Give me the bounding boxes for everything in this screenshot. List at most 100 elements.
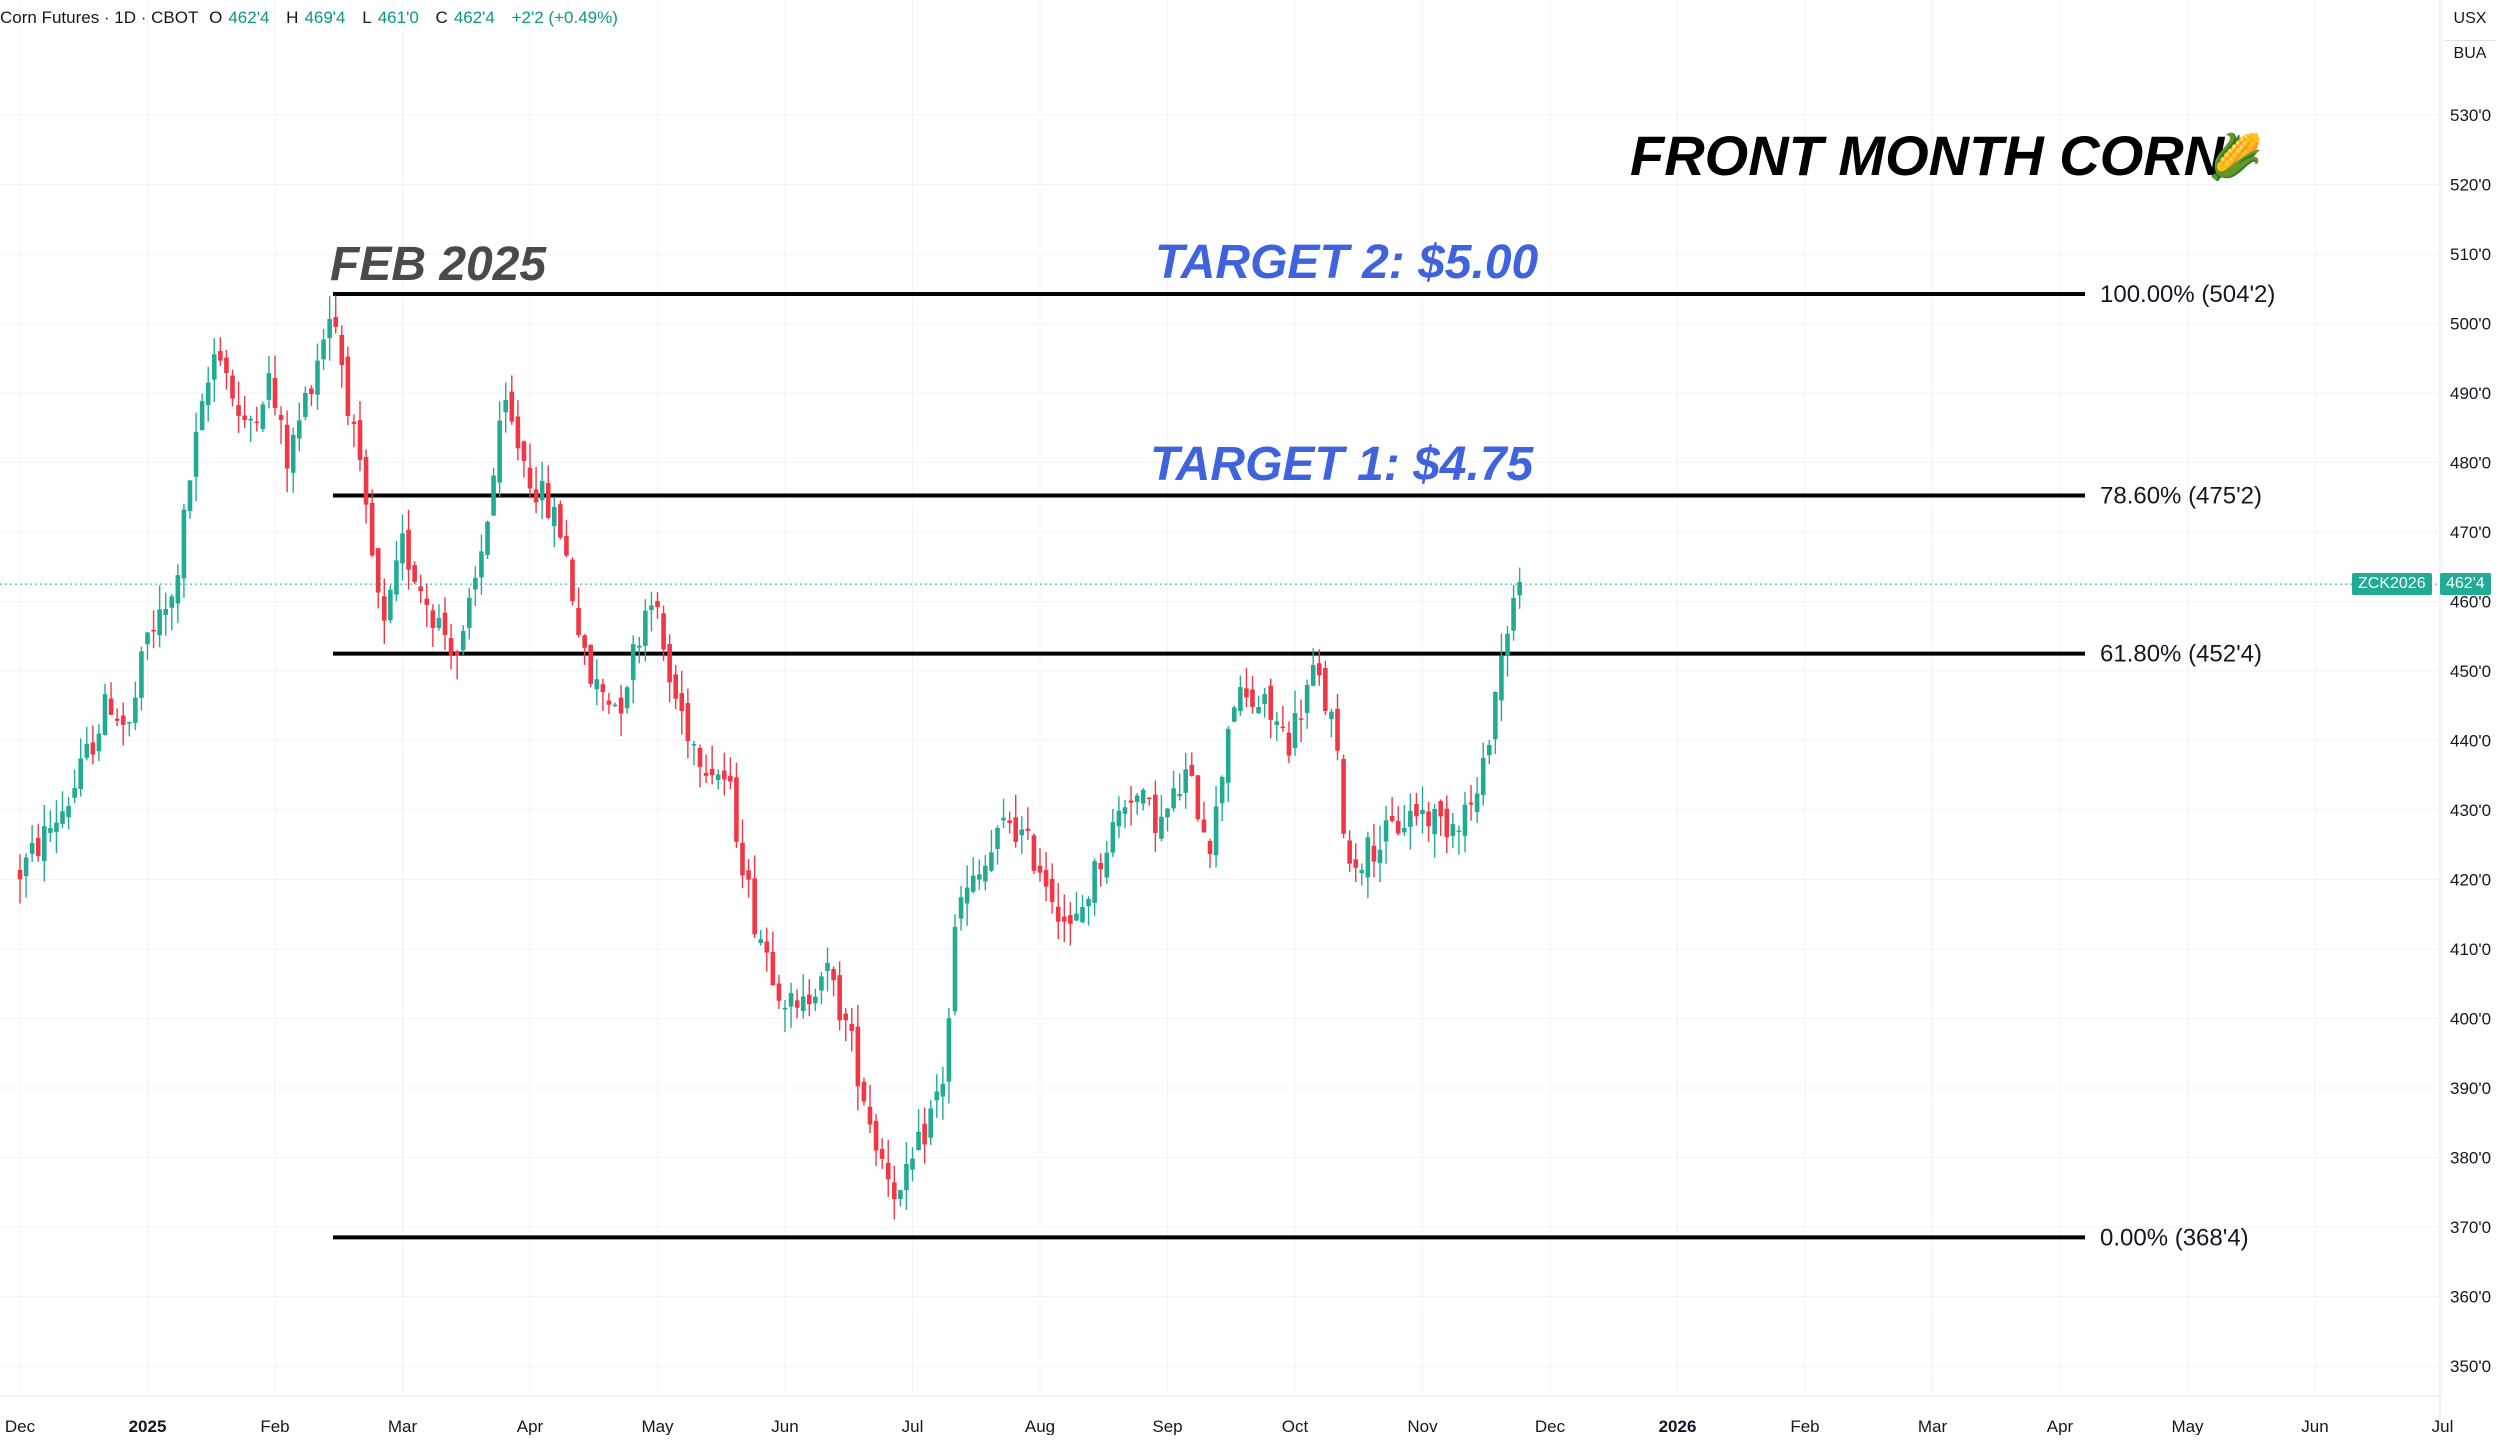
candle-body (1256, 707, 1261, 714)
candle-body (491, 475, 496, 516)
y-tick-label: 430'0 (2450, 801, 2491, 820)
candle-body (1365, 837, 1371, 878)
candle-body (1122, 807, 1128, 814)
candle-body (175, 575, 181, 604)
currency-unit[interactable]: USX (2453, 10, 2487, 27)
candle-body (90, 742, 96, 755)
candle-body (1323, 667, 1328, 712)
y-tick-label: 470'0 (2450, 523, 2491, 542)
fib-retracement[interactable]: 100.00% (504'2) 78.60% (475'2) 61.80% (452… (333, 281, 2275, 1251)
candle-body (946, 1018, 952, 1082)
candle-body (940, 1083, 946, 1097)
candle-body (114, 718, 120, 721)
candle-body (995, 828, 1000, 849)
candle-body (1474, 793, 1480, 813)
candle-body (1110, 822, 1116, 853)
candle-body (521, 441, 527, 462)
fib-label: 61.80% (452'4) (2100, 641, 2262, 668)
x-tick-label: Nov (1407, 1417, 1438, 1435)
candle-body (41, 826, 47, 861)
candle-body (315, 360, 320, 395)
candle-body (1505, 633, 1510, 656)
candle-body (551, 506, 557, 527)
candle-body (72, 787, 77, 798)
candle-body (230, 375, 235, 399)
candle-body (369, 502, 375, 556)
price-axis[interactable]: 350'0 360'0 370'0 380'0 390'0 400'0 410'0 420'0… (2450, 106, 2491, 1376)
candle-body (424, 598, 430, 605)
candle-body (1426, 811, 1431, 827)
candle-body (819, 976, 824, 991)
y-tick-label: 420'0 (2450, 871, 2491, 890)
candle-body (746, 870, 751, 880)
candle-body (309, 388, 314, 394)
candle-body (418, 586, 424, 592)
candle-body (48, 828, 53, 833)
candle-body (715, 774, 721, 781)
candle-body (661, 613, 666, 650)
candle-body (1432, 809, 1437, 835)
candle-body (1462, 804, 1468, 836)
candle-body (442, 612, 448, 635)
candle-body (248, 418, 254, 421)
symbol-title[interactable]: Corn Futures · 1D · CBOT (0, 8, 199, 27)
symbol-legend[interactable]: Corn Futures · 1D · CBOT O 462'4 H 469'4 L… (0, 8, 624, 28)
x-tick-label: Dec (1535, 1417, 1566, 1435)
change-value: +2'2 (+0.49%) (511, 8, 618, 27)
candle-body (855, 1026, 861, 1087)
candle-body (976, 874, 982, 880)
candle-body (1244, 688, 1249, 698)
candle-body (266, 373, 272, 400)
candle-body (454, 651, 460, 656)
candle-body (1116, 810, 1122, 827)
candle-body (1001, 817, 1006, 821)
candle-body (1347, 840, 1352, 864)
candle-body (630, 644, 636, 680)
x-tick-label: Aug (1025, 1417, 1055, 1435)
candle-body (1480, 758, 1486, 795)
candle-body (1371, 845, 1377, 862)
candle-body (1335, 708, 1340, 751)
candle-body (1316, 663, 1322, 676)
y-tick-label: 390'0 (2450, 1079, 2491, 1098)
candle-body (934, 1091, 940, 1101)
candle-body (837, 975, 842, 1021)
candle-body (1304, 684, 1310, 713)
candle-body (1080, 907, 1085, 923)
candle-body (448, 638, 454, 657)
candle-body (139, 651, 144, 698)
candle-body (303, 393, 308, 417)
candle-body (1414, 804, 1419, 817)
low-label: L (362, 8, 372, 27)
measure-unit[interactable]: BUA (2445, 40, 2495, 63)
candle-body (199, 400, 205, 431)
candle-body (466, 597, 472, 628)
candle-body (1377, 849, 1383, 864)
x-tick-label: Feb (1790, 1417, 1819, 1435)
candle-body (1128, 800, 1134, 803)
candle-body (333, 316, 339, 327)
candle-body (1268, 685, 1274, 720)
candle-body (290, 434, 296, 473)
candle-body (133, 697, 138, 723)
close-value: 462'4 (453, 8, 495, 27)
candle-body (1468, 802, 1474, 805)
candle-body (1098, 862, 1104, 870)
x-tick-label: Feb (260, 1417, 289, 1435)
candle-body (588, 644, 594, 684)
candle-body (667, 644, 672, 683)
candle-body (479, 551, 484, 578)
candle-body (181, 509, 187, 579)
candle-body (885, 1162, 891, 1180)
time-axis[interactable]: Dec 2025 Feb Mar Apr May Jun Jul Aug Sep Oct Nov Dec… (5, 1417, 2453, 1436)
candle-body (904, 1163, 909, 1191)
y-tick-label: 440'0 (2450, 732, 2491, 751)
candle-body (388, 589, 393, 621)
target2-label: TARGET 2: $5.00 (1155, 236, 1539, 289)
candle-body (758, 939, 764, 943)
candle-body (594, 679, 600, 690)
y-tick-label: 520'0 (2450, 176, 2491, 195)
candle-body (1219, 777, 1225, 804)
